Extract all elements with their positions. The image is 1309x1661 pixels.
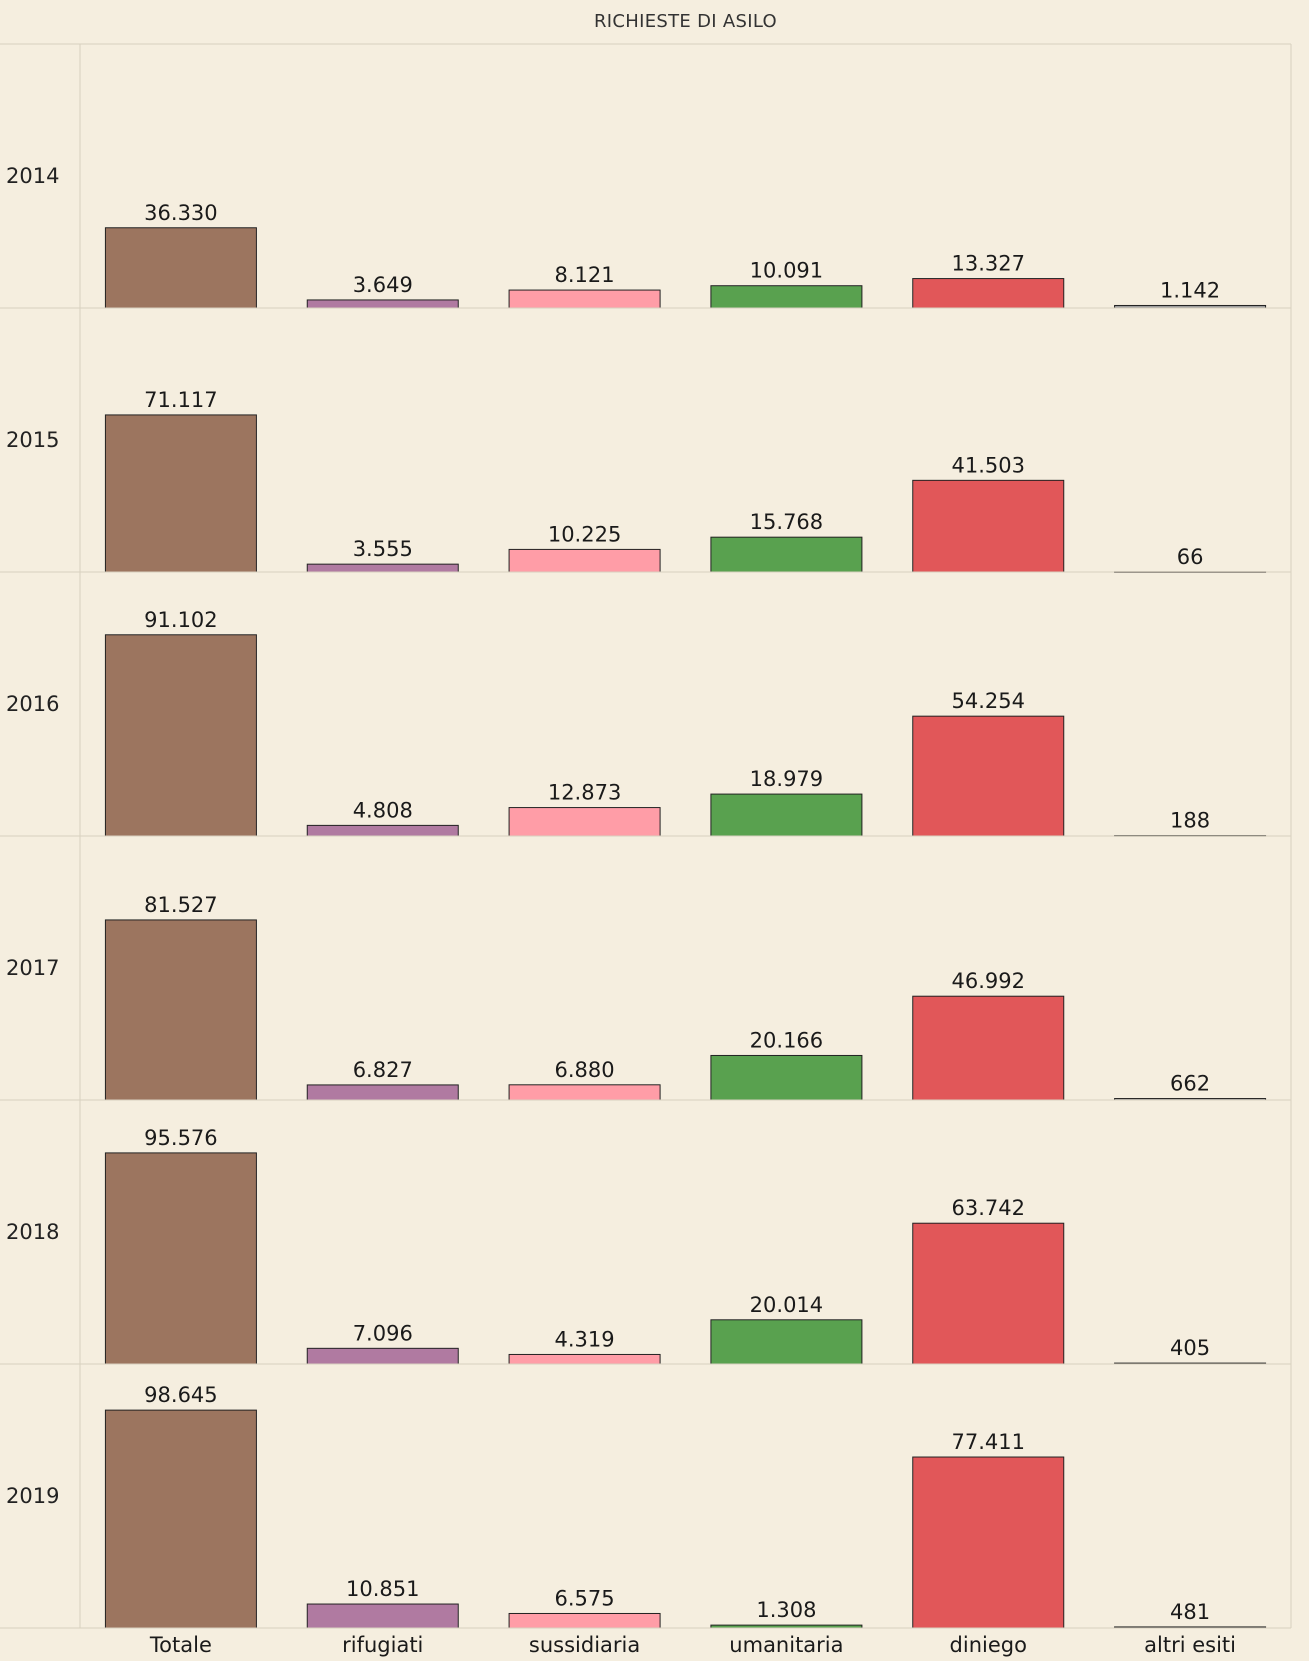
- bar-diniego-2017: [912, 995, 1065, 1101]
- value-label: 12.873: [548, 781, 621, 805]
- year-label: 2016: [6, 692, 59, 716]
- value-label: 18.979: [750, 767, 823, 791]
- bar-umanitaria-2017: [710, 1054, 863, 1101]
- panel-2015: 2015 71.117 3.555 10.225 15.768 41.503 66: [0, 388, 1291, 573]
- bar-Totale-2016: [104, 634, 257, 837]
- value-label: 63.742: [952, 1196, 1025, 1220]
- bar-diniego-2016: [912, 715, 1065, 837]
- bar-diniego-2019: [912, 1456, 1065, 1629]
- category-label-altri-esiti: altri esiti: [1144, 1633, 1236, 1657]
- year-label: 2015: [6, 428, 59, 452]
- value-label: 98.645: [144, 1383, 217, 1407]
- value-label: 81.527: [144, 893, 217, 917]
- bar-sussidiaria-2019: [508, 1612, 661, 1629]
- value-label: 10.091: [750, 259, 823, 283]
- bar-rifugiati-2016: [306, 824, 459, 837]
- bar-Totale-2018: [104, 1152, 257, 1365]
- value-label: 6.880: [555, 1058, 615, 1082]
- bar-rifugiati-2019: [306, 1603, 459, 1629]
- value-label: 1.142: [1160, 278, 1220, 302]
- bar-diniego-2018: [912, 1222, 1065, 1365]
- value-label: 1.308: [756, 1598, 816, 1622]
- bar-diniego-2015: [912, 479, 1065, 573]
- bar-sussidiaria-2016: [508, 807, 661, 837]
- value-label: 77.411: [952, 1430, 1025, 1454]
- year-label: 2014: [6, 164, 59, 188]
- value-label: 71.117: [144, 388, 217, 412]
- bar-Totale-2017: [104, 919, 257, 1101]
- value-label: 7.096: [353, 1321, 413, 1345]
- bar-sussidiaria-2017: [508, 1084, 661, 1101]
- panel-2017: 2017 81.527 6.827 6.880 20.166 46.992 662: [0, 893, 1291, 1101]
- bar-rifugiati-2015: [306, 563, 459, 573]
- bar-sussidiaria-2015: [508, 548, 661, 573]
- value-label: 6.575: [555, 1586, 615, 1610]
- value-label: 3.649: [353, 273, 413, 297]
- bar-rifugiati-2014: [306, 299, 459, 309]
- bar-rifugiati-2018: [306, 1347, 459, 1365]
- bar-Totale-2019: [104, 1409, 257, 1629]
- value-label: 95.576: [144, 1126, 217, 1150]
- bar-Totale-2014: [104, 227, 257, 309]
- bar-diniego-2014: [912, 278, 1065, 309]
- value-label: 10.225: [548, 522, 621, 546]
- bar-umanitaria-2016: [710, 793, 863, 837]
- bar-umanitaria-2015: [710, 536, 863, 573]
- bar-rifugiati-2017: [306, 1084, 459, 1101]
- chart-title: RICHIESTE DI ASILO: [594, 11, 777, 32]
- value-label: 46.992: [952, 969, 1025, 993]
- year-label: 2017: [6, 956, 59, 980]
- value-label: 405: [1170, 1336, 1210, 1360]
- value-label: 4.808: [353, 798, 413, 822]
- panel-2016: 2016 91.102 4.808 12.873 18.979 54.254 188: [0, 608, 1291, 837]
- value-label: 91.102: [144, 608, 217, 632]
- value-label: 4.319: [555, 1327, 615, 1351]
- value-label: 13.327: [952, 252, 1025, 276]
- bar-Totale-2015: [104, 414, 257, 573]
- bar-umanitaria-2018: [710, 1319, 863, 1365]
- value-label: 20.014: [750, 1293, 823, 1317]
- category-label-rifugiati: rifugiati: [342, 1633, 423, 1657]
- category-label-umanitaria: umanitaria: [729, 1633, 843, 1657]
- value-label: 481: [1170, 1600, 1210, 1624]
- category-label-sussidiaria: sussidiaria: [529, 1633, 640, 1657]
- year-label: 2019: [6, 1484, 59, 1508]
- value-label: 36.330: [144, 201, 217, 225]
- year-label: 2018: [6, 1220, 59, 1244]
- value-label: 6.827: [353, 1058, 413, 1082]
- value-label: 15.768: [750, 510, 823, 534]
- value-label: 41.503: [952, 453, 1025, 477]
- bar-umanitaria-2014: [710, 285, 863, 309]
- value-label: 10.851: [346, 1577, 419, 1601]
- bar-sussidiaria-2014: [508, 289, 661, 309]
- category-label-Totale: Totale: [149, 1633, 212, 1657]
- category-axis: Totale rifugiati sussidiaria umanitaria dini…: [149, 1633, 1236, 1657]
- panel-2018: 2018 95.576 7.096 4.319 20.014 63.742 405: [0, 1126, 1291, 1365]
- value-label: 66: [1177, 545, 1204, 569]
- value-label: 662: [1170, 1072, 1210, 1096]
- category-label-diniego: diniego: [950, 1633, 1027, 1657]
- value-label: 3.555: [353, 537, 413, 561]
- value-label: 20.166: [750, 1028, 823, 1052]
- panel-2019: 2019 98.645 10.851 6.575 1.308 77.411 481: [0, 1383, 1291, 1629]
- panel-2014: 2014 36.330 3.649 8.121 10.091 13.327 1.142: [0, 164, 1291, 309]
- bar-sussidiaria-2018: [508, 1353, 661, 1365]
- value-label: 188: [1170, 809, 1210, 833]
- value-label: 54.254: [952, 689, 1025, 713]
- value-label: 8.121: [555, 263, 615, 287]
